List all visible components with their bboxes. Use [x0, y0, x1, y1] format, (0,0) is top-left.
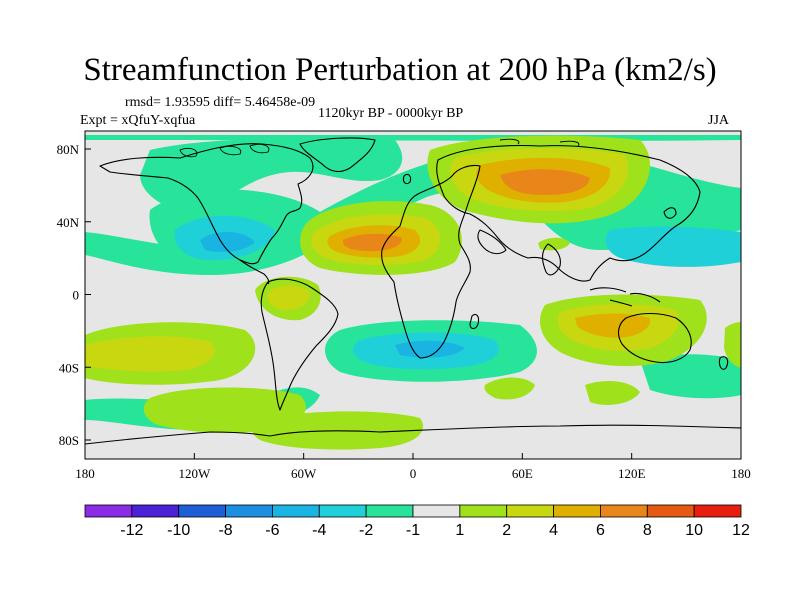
eurasia	[436, 144, 701, 282]
colorbar-swatch	[178, 504, 226, 518]
colorbar: -12 -10 -8 -6 -4 -2 -1 1 2 4 6 8 10 12	[84, 504, 750, 539]
japan	[663, 207, 677, 219]
map-area	[85, 131, 741, 459]
south-africa-high	[484, 377, 535, 400]
y-tick-label: 40N	[57, 215, 80, 230]
eurasia-high-l4	[500, 169, 590, 195]
colorbar-swatch	[553, 504, 601, 518]
arabia	[477, 229, 507, 255]
experiment-label: Expt = xQfuY-xqfua	[80, 113, 196, 128]
europe-africa	[381, 164, 481, 359]
colorbar-swatch	[412, 504, 461, 518]
greenland	[299, 137, 376, 173]
colorbar-label: 8	[643, 522, 652, 539]
uk	[402, 173, 412, 185]
colorbar-swatch	[600, 504, 648, 518]
south-america	[260, 278, 339, 411]
colorbar-swatch	[693, 504, 742, 518]
antarctica	[85, 424, 741, 445]
indian-ocean-high-l3	[575, 313, 651, 338]
east-edge-high	[724, 322, 741, 368]
south-pacific-high-l2	[85, 336, 215, 372]
colorbar-label: 1	[455, 522, 464, 539]
australia	[617, 312, 692, 364]
y-tick-label: 40S	[59, 360, 79, 375]
colorbar-swatch	[459, 504, 508, 518]
colorbar-label: 2	[502, 522, 511, 539]
colorbar-label: -1	[406, 522, 420, 539]
colorbar-label: -12	[120, 522, 143, 539]
x-tick-label: 60E	[512, 466, 533, 481]
india	[541, 243, 561, 276]
x-tick-label: 60W	[291, 466, 317, 481]
south-america-high-l2	[267, 285, 310, 310]
x-tick-label: 0	[410, 466, 417, 481]
x-tick-label: 180	[75, 466, 95, 481]
x-tick-label: 120W	[178, 466, 211, 481]
colorbar-swatch	[506, 504, 554, 518]
southern-teal-far-east	[640, 354, 741, 399]
pacific-low-core	[200, 231, 255, 252]
positive-fills	[85, 135, 741, 450]
colorbar-label: 10	[685, 522, 703, 539]
y-axis: 80N 40N 0 40S 80S	[57, 142, 91, 448]
colorbar-label: -8	[218, 522, 232, 539]
madagascar	[469, 313, 480, 330]
period-label: 1120kyr BP - 0000kyr BP	[318, 106, 464, 121]
y-tick-label: 0	[73, 288, 80, 303]
east-indian-high	[585, 380, 640, 405]
colorbar-swatch	[365, 504, 414, 518]
stats-label: rmsd= 1.93595 diff= 5.46458e-09	[125, 95, 316, 110]
new-zealand	[718, 356, 729, 370]
colorbar-label: -6	[265, 522, 279, 539]
colorbar-label: 12	[732, 522, 750, 539]
season-label: JJA	[708, 113, 730, 128]
islands	[179, 138, 580, 158]
colorbar-swatch	[318, 504, 367, 518]
plot-title: Streamfunction Perturbation at 200 hPa (…	[83, 52, 717, 88]
colorbar-swatch	[225, 504, 273, 518]
coastlines	[85, 137, 741, 445]
colorbar-label: -2	[359, 522, 373, 539]
x-tick-label: 120E	[618, 466, 646, 481]
colorbar-swatch	[272, 504, 320, 518]
colorbar-label: 6	[596, 522, 605, 539]
atlantic-high-l4	[342, 233, 402, 252]
arctic-teal	[85, 135, 741, 141]
y-tick-label: 80S	[59, 433, 79, 448]
colorbar-label: -10	[167, 522, 190, 539]
south-atlantic-low-core	[395, 340, 465, 358]
colorbar-swatch	[131, 504, 180, 518]
x-axis: 180 120W 60W 0 60E 120E 180	[75, 453, 751, 481]
colorbar-swatch	[84, 504, 133, 518]
north-america	[99, 143, 314, 265]
y-tick-label: 80N	[57, 142, 80, 157]
colorbar-label: -4	[312, 522, 326, 539]
indonesia	[589, 287, 661, 307]
x-tick-label: 180	[731, 466, 751, 481]
colorbar-swatch	[646, 504, 695, 518]
colorbar-label: 4	[549, 522, 558, 539]
